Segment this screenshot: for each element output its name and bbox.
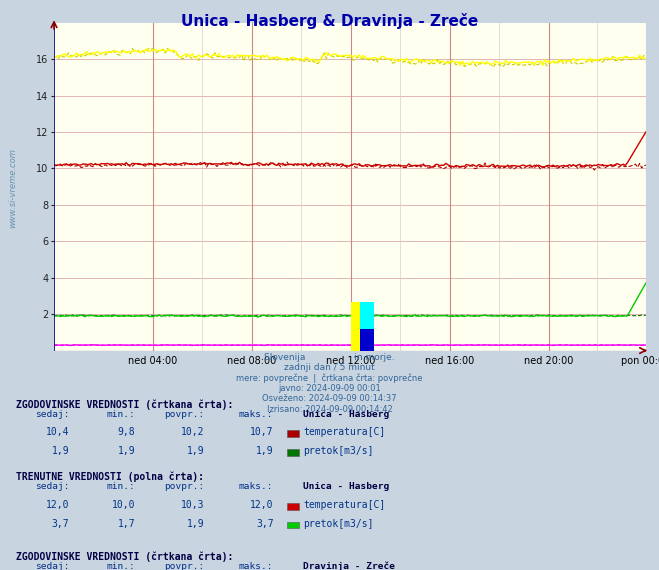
Text: zadnji dan / 5 minut: zadnji dan / 5 minut [284,364,375,373]
Text: 10,4: 10,4 [45,428,69,438]
Text: 9,8: 9,8 [117,428,135,438]
Text: 1,9: 1,9 [186,446,204,457]
Text: Unica - Hasberg: Unica - Hasberg [303,410,389,419]
Text: sedaj:: sedaj: [35,562,69,570]
Text: Unica - Hasberg & Dravinja - Zreče: Unica - Hasberg & Dravinja - Zreče [181,13,478,29]
Text: 1,9: 1,9 [51,446,69,457]
Text: maks.:: maks.: [239,482,273,491]
Text: pretok[m3/s]: pretok[m3/s] [303,446,374,457]
Text: TRENUTNE VREDNOSTI (polna črta):: TRENUTNE VREDNOSTI (polna črta): [16,471,204,482]
Text: www.si-vreme.com: www.si-vreme.com [9,148,18,228]
Text: javno: 2024-09-09 00:01: javno: 2024-09-09 00:01 [278,384,381,393]
Text: 10,0: 10,0 [111,500,135,510]
Text: 3,7: 3,7 [256,519,273,529]
Text: ZGODOVINSKE VREDNOSTI (črtkana črta):: ZGODOVINSKE VREDNOSTI (črtkana črta): [16,551,234,562]
Text: maks.:: maks.: [239,410,273,419]
Text: sedaj:: sedaj: [35,482,69,491]
Text: ned 20:00: ned 20:00 [524,356,573,367]
Text: ZGODOVINSKE VREDNOSTI (črtkana črta):: ZGODOVINSKE VREDNOSTI (črtkana črta): [16,399,234,410]
Text: 10,3: 10,3 [181,500,204,510]
Text: ned 08:00: ned 08:00 [227,356,277,367]
Text: 12,0: 12,0 [250,500,273,510]
Text: min.:: min.: [106,482,135,491]
Text: povpr.:: povpr.: [164,562,204,570]
Text: ned 16:00: ned 16:00 [425,356,474,367]
Text: temperatura[C]: temperatura[C] [303,500,386,510]
Text: ned 04:00: ned 04:00 [129,356,178,367]
Text: pon 00:00: pon 00:00 [621,356,659,367]
Text: maks.:: maks.: [239,562,273,570]
Text: Osveženo: 2024-09-09 00:14:37: Osveženo: 2024-09-09 00:14:37 [262,394,397,404]
Text: Unica - Hasberg: Unica - Hasberg [303,482,389,491]
Text: 1,9: 1,9 [186,519,204,529]
Text: 12,0: 12,0 [45,500,69,510]
Text: 1,9: 1,9 [117,446,135,457]
Text: temperatura[C]: temperatura[C] [303,428,386,438]
Text: 10,7: 10,7 [250,428,273,438]
Text: min.:: min.: [106,410,135,419]
Text: povpr.:: povpr.: [164,482,204,491]
Text: min.:: min.: [106,562,135,570]
Text: pretok[m3/s]: pretok[m3/s] [303,519,374,529]
Text: Izrisano: 2024-09-09 00:14:42: Izrisano: 2024-09-09 00:14:42 [267,405,392,414]
Text: sedaj:: sedaj: [35,410,69,419]
Text: 1,7: 1,7 [117,519,135,529]
Text: mere: povprečne  |  črtkana črta: povprečne: mere: povprečne | črtkana črta: povprečn… [236,373,423,383]
Text: Dravinja - Zreče: Dravinja - Zreče [303,561,395,570]
Text: Slovenija                 in morje.: Slovenija in morje. [264,353,395,363]
Text: 1,9: 1,9 [256,446,273,457]
Text: ned 12:00: ned 12:00 [326,356,376,367]
Text: 10,2: 10,2 [181,428,204,438]
Text: povpr.:: povpr.: [164,410,204,419]
Text: 3,7: 3,7 [51,519,69,529]
